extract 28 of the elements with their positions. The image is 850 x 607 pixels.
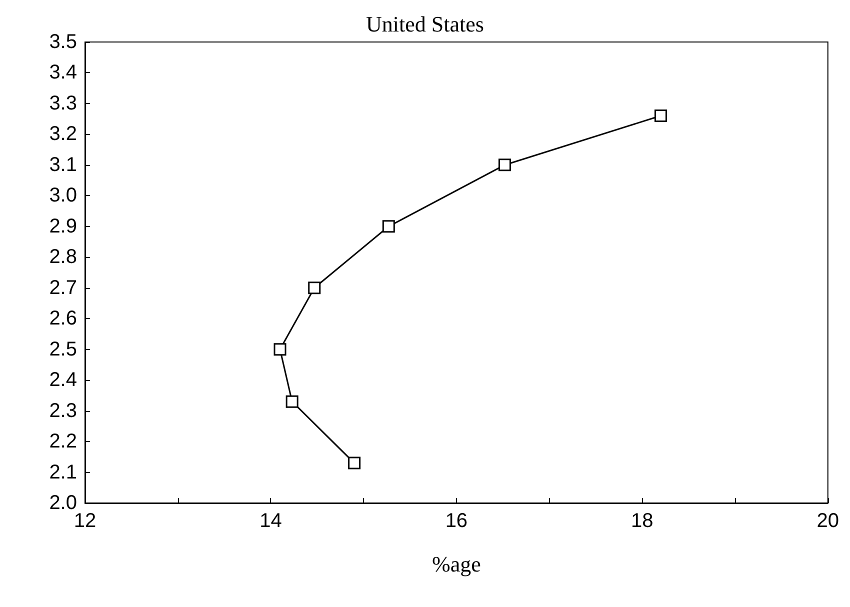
y-tick-label: 2.7 [49, 276, 77, 299]
y-tick-label: 2.1 [49, 461, 77, 484]
y-tick-label: 2.4 [49, 369, 77, 392]
y-tick-label: 3.0 [49, 184, 77, 207]
x-tick-label: 16 [445, 510, 468, 532]
point [654, 110, 667, 122]
y-tick-label: 3.3 [49, 92, 77, 114]
y-tick-label: 2.3 [49, 400, 77, 422]
x-axis-title: %age [432, 552, 481, 576]
y-tick-label: 3.5 [49, 31, 77, 53]
y-tick-label: 3.1 [49, 154, 77, 176]
point [382, 220, 395, 233]
y-tick-label: 3.2 [49, 123, 77, 146]
y-tick-label: 2.9 [49, 215, 77, 238]
point [348, 456, 361, 470]
chart-title: United States [366, 12, 484, 36]
x-tick-label: 14 [260, 510, 282, 532]
y-tick-label: 2.5 [49, 338, 77, 360]
y-tick-label: 3.4 [49, 62, 77, 84]
x-tick-label: 18 [631, 510, 654, 532]
x-tick-label: 20 [816, 510, 839, 532]
point [308, 282, 321, 294]
point [274, 343, 286, 356]
y-tick-label: 2.2 [49, 430, 77, 453]
point [498, 158, 511, 172]
y-tick-label: 2.8 [49, 246, 77, 268]
point [286, 395, 298, 408]
y-tick-label: 2.6 [49, 308, 77, 330]
